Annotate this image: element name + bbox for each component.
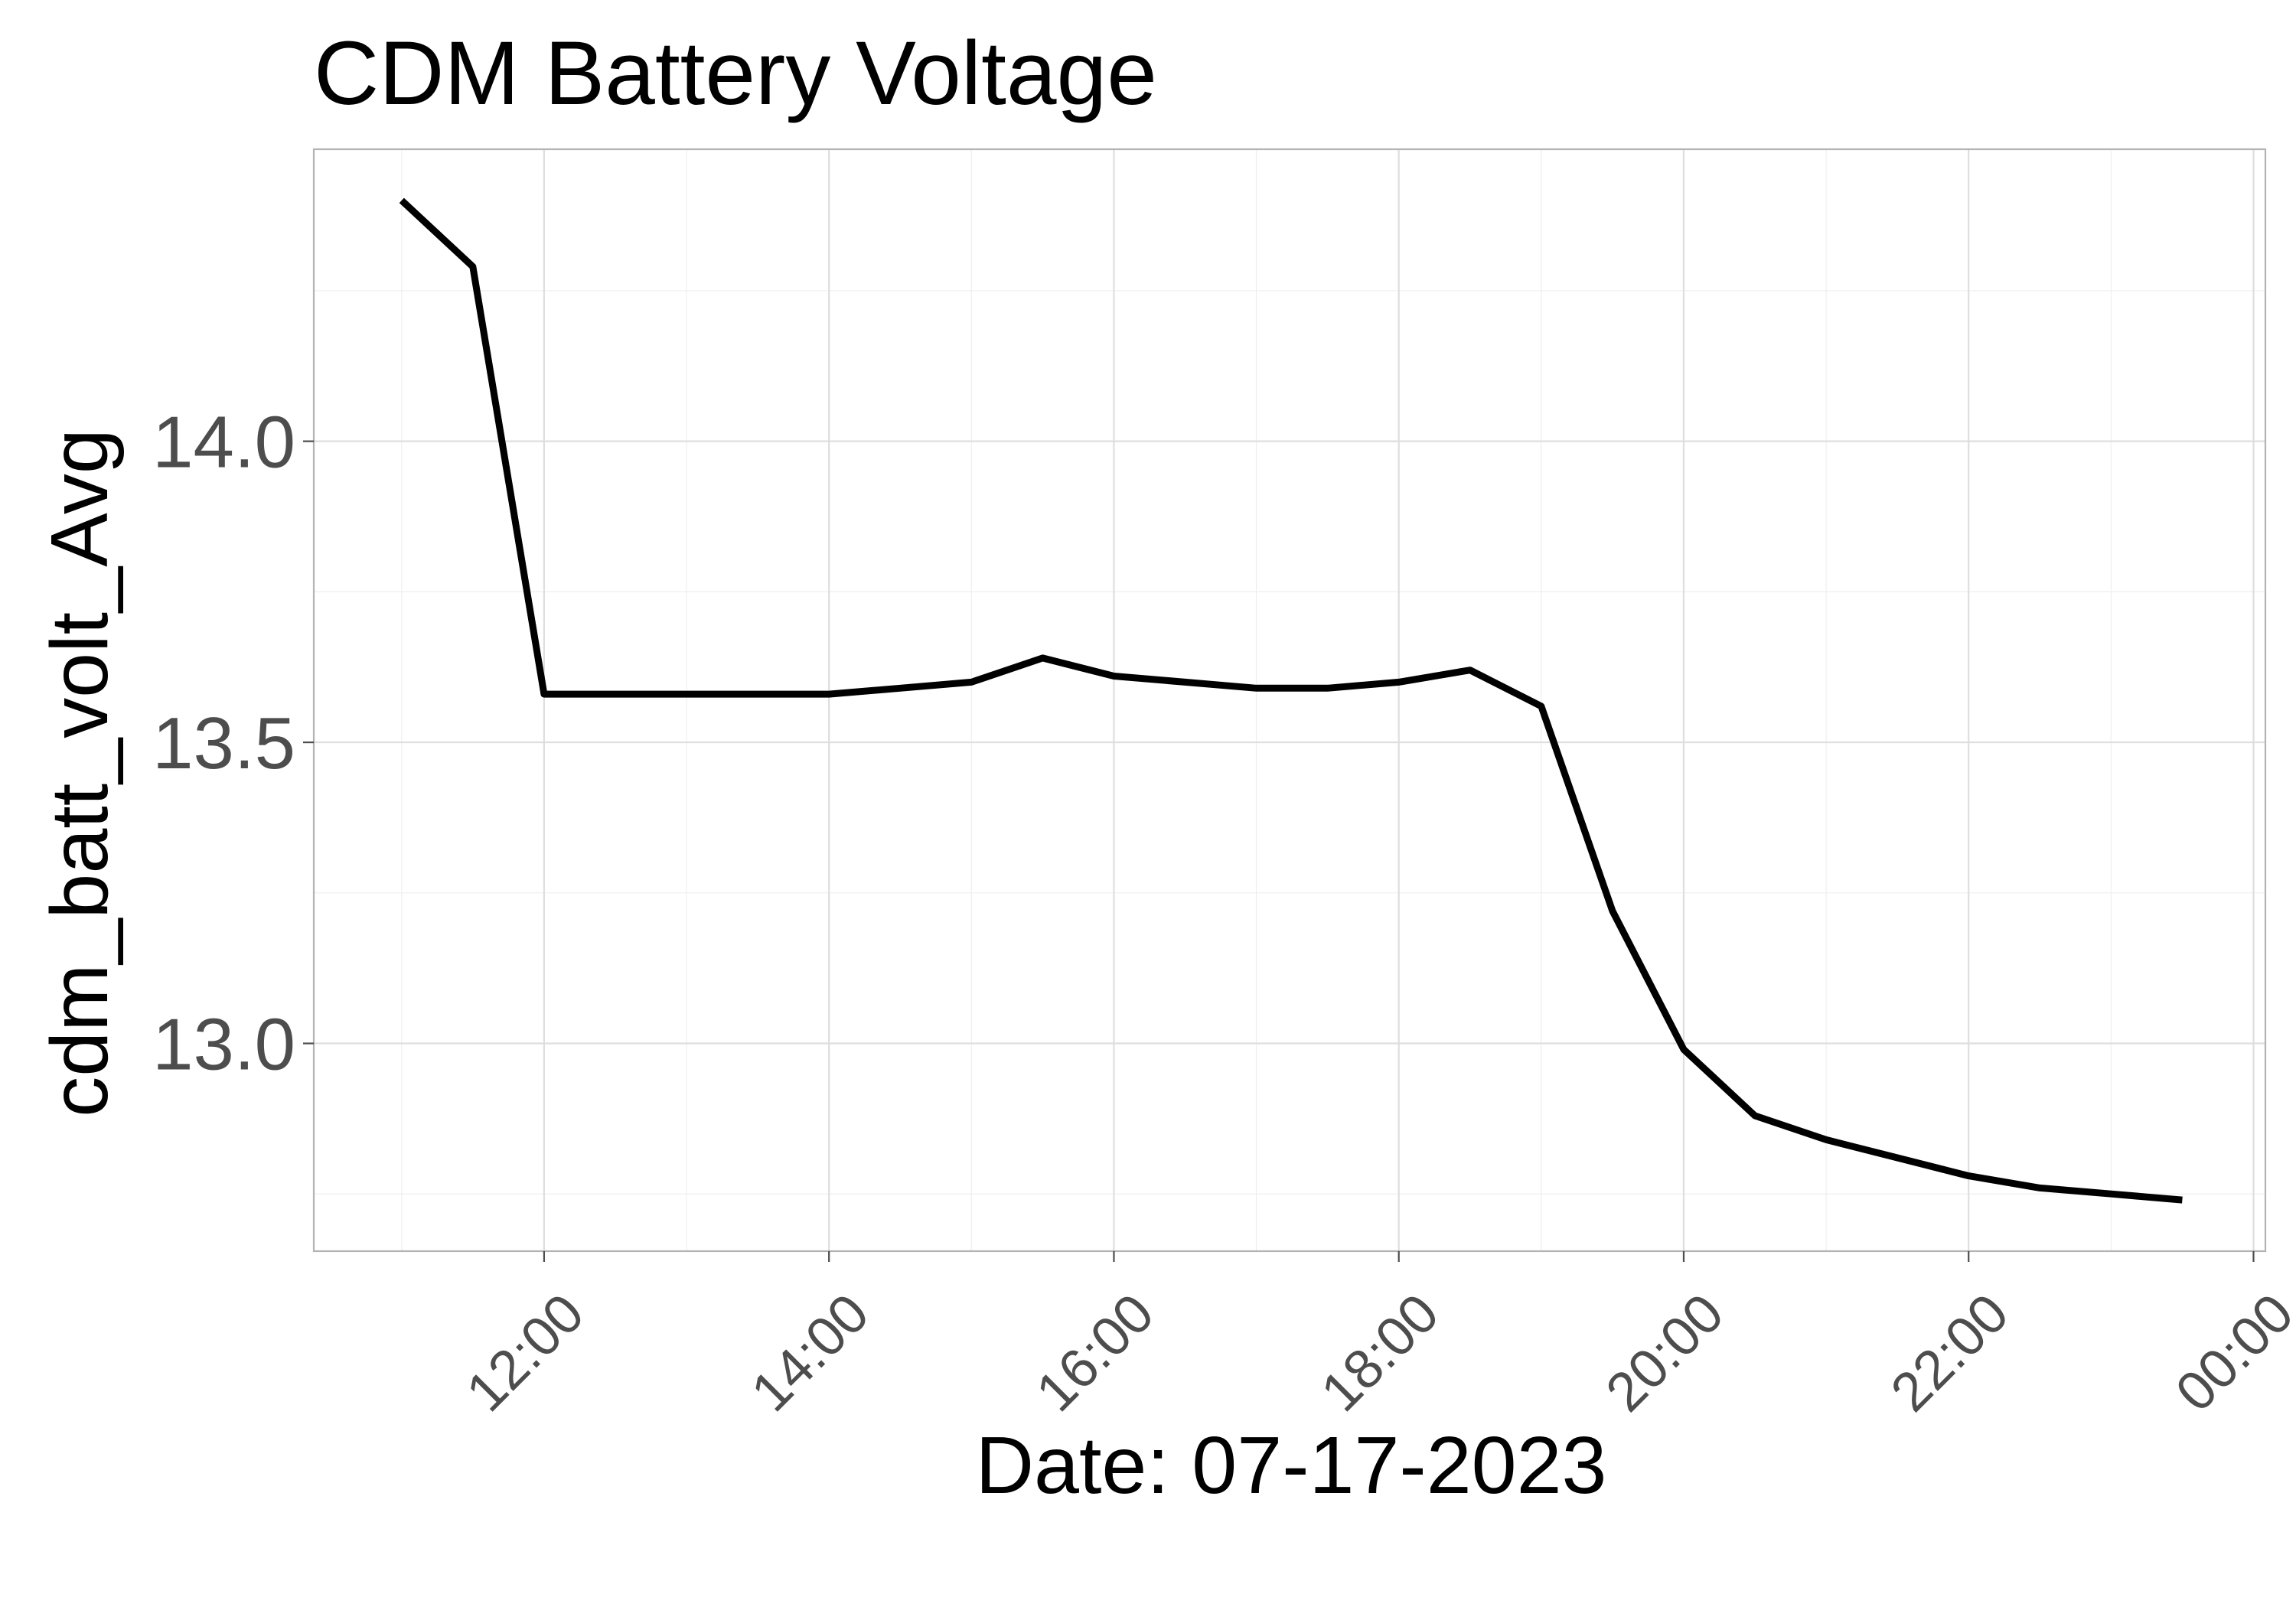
x-tick-label: 18:00 [1309, 1283, 1450, 1423]
major-gridlines [314, 149, 2265, 1251]
series-line [399, 197, 2183, 1204]
x-axis-tick-labels: 12:00 14:00 16:00 18:00 20:00 22:00 00:00 [455, 1283, 2296, 1423]
x-axis-tick-marks [543, 1251, 2255, 1262]
minor-gridlines [314, 149, 2265, 1251]
x-tick-label: 14:00 [740, 1283, 881, 1423]
chart-title: CDM Battery Voltage [314, 23, 1157, 124]
x-tick-label: 00:00 [2164, 1283, 2296, 1423]
series-layer [399, 197, 2183, 1204]
x-tick-label: 20:00 [1595, 1283, 1736, 1423]
x-tick-label: 12:00 [455, 1283, 595, 1423]
y-axis-tick-labels: 13.0 13.5 14.0 [152, 402, 295, 1086]
x-tick-label: 16:00 [1025, 1283, 1166, 1423]
y-tick-label: 13.0 [152, 1004, 295, 1086]
y-axis-tick-marks [303, 440, 314, 1045]
y-tick-label: 13.5 [152, 702, 295, 784]
y-tick-label: 14.0 [152, 402, 295, 484]
y-axis-title: cdm_batt_volt_Avg [34, 429, 125, 1117]
x-tick-label: 22:00 [1880, 1283, 2020, 1423]
x-axis-title: Date: 07-17-2023 [975, 1420, 1606, 1511]
plot-panel-border [312, 148, 2267, 1253]
